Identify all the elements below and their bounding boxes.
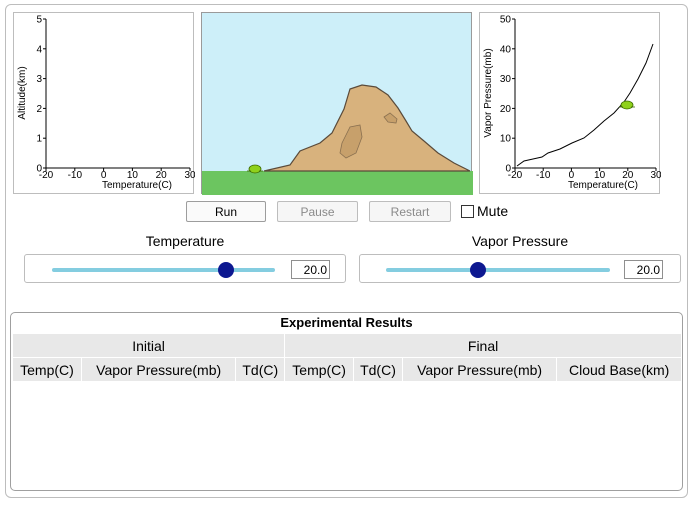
- altitude-x-tick-label: 10: [127, 170, 139, 181]
- altitude-y-tick-label: 5: [36, 15, 42, 26]
- vapor-y-tick-label: 20: [500, 104, 512, 115]
- altitude-x-tick-label: -10: [68, 170, 83, 181]
- vapor-plot-svg: 0 10 20 30 40 50 -20 -10 0 10 20 30 Vapor Pressure…: [483, 15, 661, 192]
- initial-group-header: Initial: [11, 333, 286, 358]
- vapor-x-tick-label: -10: [536, 170, 551, 181]
- altitude-y-tick-label: 1: [36, 134, 42, 145]
- vapor-point-icon[interactable]: [619, 100, 635, 110]
- altitude-temperature-plot: 0 1 2 3 4 5 -20 -10 0 10 20 30 Altitude(km) Temper…: [13, 12, 195, 194]
- run-button[interactable]: Run: [186, 201, 266, 222]
- altitude-axis-label: Altitude(km): [17, 66, 28, 119]
- altitude-plot-svg: 0 1 2 3 4 5 -20 -10 0 10 20 30 Altitude(km) Temper…: [17, 15, 195, 192]
- vapor-pressure-slider-label: Vapor Pressure: [471, 233, 569, 249]
- vapor-y-tick-label: 0: [505, 164, 511, 175]
- mountain-rock-small: [383, 112, 398, 124]
- vapor-y-tick-label: 10: [500, 134, 512, 145]
- experimental-results-panel: Experimental Results Initial Final Temp(…: [10, 312, 683, 491]
- column-header: Temp(C): [284, 357, 355, 382]
- results-title: Experimental Results: [280, 315, 413, 330]
- column-header: Td(C): [353, 357, 403, 382]
- mute-label: Mute: [477, 203, 509, 219]
- temperature-slider-thumb[interactable]: [217, 262, 234, 278]
- altitude-x-tick-label: 20: [156, 170, 168, 181]
- altitude-y-tick-label: 2: [36, 104, 42, 115]
- temperature-slider-track[interactable]: [52, 268, 275, 272]
- vapor-y-tick-label: 50: [500, 15, 512, 26]
- pause-button[interactable]: Pause: [277, 201, 358, 222]
- temperature-slider-panel: 20.0: [24, 254, 346, 283]
- air-parcel-icon[interactable]: [247, 164, 263, 174]
- mountain-scene: [201, 12, 473, 195]
- altitude-x-tick-label: 30: [184, 170, 195, 181]
- column-header: Td(C): [235, 357, 286, 382]
- temperature-value-field[interactable]: 20.0: [291, 260, 330, 279]
- vapor-pressure-temperature-plot: 0 10 20 30 40 50 -20 -10 0 10 20 30 Vapor Pressure…: [479, 12, 661, 194]
- vapor-axis-label: Vapor Pressure(mb): [483, 48, 494, 137]
- altitude-plot-x-label: Temperature(C): [102, 180, 172, 191]
- column-header: Cloud Base(km): [556, 357, 682, 382]
- restart-button[interactable]: Restart: [369, 201, 451, 222]
- vapor-x-tick-label: 30: [650, 170, 661, 181]
- altitude-x-tick-label: 0: [101, 170, 107, 181]
- vapor-pressure-slider-thumb[interactable]: [469, 262, 486, 278]
- column-header: Vapor Pressure(mb): [401, 357, 558, 382]
- column-header: Temp(C): [12, 357, 82, 382]
- vapor-x-tick-label: 20: [622, 170, 634, 181]
- altitude-x-tick-label: -20: [39, 170, 54, 181]
- vapor-pressure-slider-track[interactable]: [386, 268, 610, 272]
- final-group-header: Final: [284, 333, 682, 358]
- mountain-rock: [339, 124, 363, 159]
- vapor-plot-x-label: Temperature(C): [568, 180, 638, 191]
- mountain: [263, 84, 471, 172]
- vapor-x-tick-label: 0: [569, 170, 575, 181]
- results-table: Initial Final Temp(C) Vapor Pressure(mb)…: [11, 333, 682, 382]
- saturation-curve: [516, 43, 654, 167]
- vapor-x-tick-label: -20: [508, 170, 523, 181]
- altitude-y-tick-label: 4: [36, 44, 42, 55]
- column-header: Vapor Pressure(mb): [80, 357, 237, 382]
- mute-checkbox[interactable]: Mute: [461, 203, 508, 219]
- ground: [202, 171, 473, 195]
- simulation-frame: [5, 4, 688, 498]
- vapor-pressure-value-field[interactable]: 20.0: [624, 260, 663, 279]
- altitude-y-tick-label: 0: [36, 164, 42, 175]
- temperature-slider-label: Temperature: [145, 233, 225, 249]
- altitude-y-tick-label: 3: [36, 74, 42, 85]
- mute-checkbox-box[interactable]: [461, 204, 474, 218]
- mountain-scene-svg: [202, 84, 473, 195]
- vapor-pressure-slider-panel: 20.0: [359, 254, 681, 283]
- vapor-y-tick-label: 40: [500, 44, 512, 55]
- vapor-y-tick-label: 30: [500, 74, 512, 85]
- vapor-x-tick-label: 10: [594, 170, 606, 181]
